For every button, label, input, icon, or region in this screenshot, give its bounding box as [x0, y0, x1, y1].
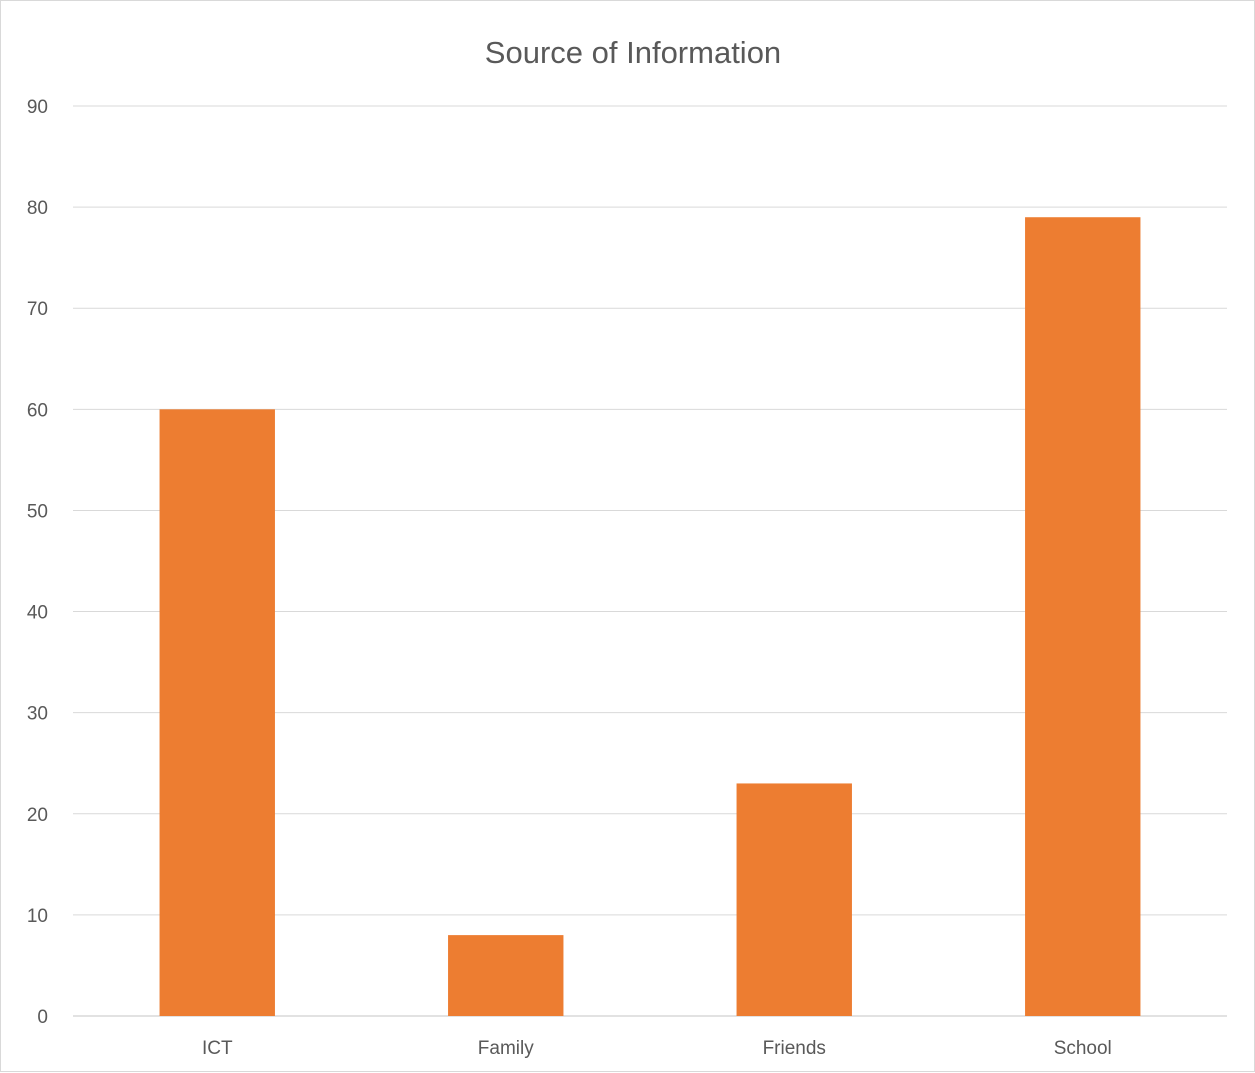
y-tick-label: 30 [27, 704, 48, 725]
bar-ict [159, 409, 275, 1016]
x-axis-tick-labels: ICT Family Friends School [202, 1038, 1112, 1059]
x-tick-label: Friends [763, 1038, 826, 1059]
chart-title: Source of Information [485, 35, 781, 70]
y-tick-label: 0 [37, 1007, 48, 1028]
x-tick-label: Family [478, 1038, 534, 1059]
x-tick-label: ICT [202, 1038, 233, 1059]
y-tick-label: 70 [27, 299, 48, 320]
bar-school [1025, 217, 1141, 1016]
y-tick-label: 60 [27, 400, 48, 421]
bar-family [448, 935, 564, 1016]
y-tick-label: 40 [27, 603, 48, 624]
bars [159, 217, 1141, 1016]
y-tick-label: 50 [27, 501, 48, 522]
y-tick-label: 90 [27, 97, 48, 118]
x-tick-label: School [1054, 1038, 1112, 1059]
y-axis-tick-labels: 0 10 20 30 40 50 60 70 80 90 [27, 97, 48, 1028]
bar-friends [736, 783, 852, 1016]
y-tick-label: 80 [27, 198, 48, 219]
y-tick-label: 10 [27, 906, 48, 927]
y-tick-label: 20 [27, 805, 48, 826]
